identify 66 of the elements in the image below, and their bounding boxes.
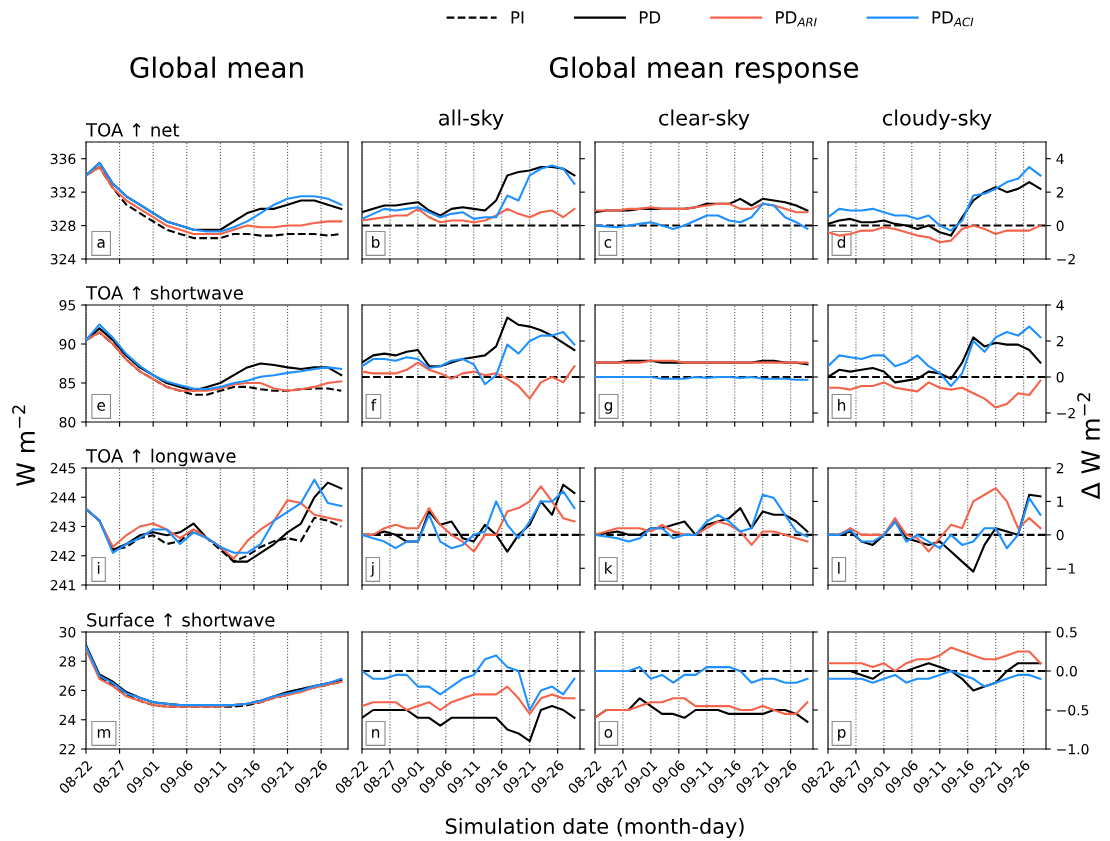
y-tick-label: 332: [50, 187, 75, 198]
annotation: n: [372, 729, 380, 738]
y2-axis-title: Δ W m$^{−2}$: [1077, 393, 1100, 500]
y-tick-label: 85: [59, 377, 76, 389]
chart-title: cloudy-sky: [882, 109, 992, 130]
y-tick-label: 0.5: [1056, 626, 1077, 638]
chart-subtitle: Global mean response: [549, 56, 859, 84]
chart-title: clear-sky: [659, 109, 750, 130]
y-tick-label: −0.5: [1057, 704, 1089, 716]
annotation: j: [370, 562, 374, 577]
annotation: m: [97, 729, 111, 738]
y-tick-label: 2: [1056, 462, 1064, 474]
annotation: e: [97, 402, 106, 411]
annotation: f: [371, 399, 377, 411]
y-tick-label: 324: [50, 253, 76, 265]
y-tick-label: −1.0: [1057, 743, 1089, 755]
y-tick-label: 245: [50, 462, 76, 474]
y-tick-label: 242: [50, 550, 75, 562]
y-tick-label: 90: [59, 338, 76, 350]
legend-label: PI: [511, 11, 524, 24]
y-tick-label: 0.0: [1056, 665, 1077, 677]
chart-title: TOA ↑ shortwave: [85, 285, 243, 300]
annotation: p: [838, 729, 846, 741]
y-tick-label: 80: [59, 416, 76, 428]
annotation: h: [838, 399, 846, 411]
chart-title: all-sky: [439, 109, 504, 130]
y-tick-label: 4: [1056, 153, 1064, 164]
chart-subtitle: Global mean: [130, 56, 303, 79]
chart-title: Surface ↑ shortwave: [87, 612, 275, 627]
y-tick-label: 328: [50, 220, 76, 232]
y-tick-label: 2: [1056, 335, 1064, 347]
y-tick-label: 95: [59, 299, 76, 311]
annotation: g: [604, 402, 613, 414]
y-tick-label: 243: [50, 521, 76, 532]
y-tick-label: 24: [59, 714, 76, 726]
y-tick-label: −1: [1057, 563, 1075, 574]
annotation: a: [97, 239, 105, 248]
y-tick-label: 2: [1056, 187, 1064, 198]
annotation: o: [604, 729, 613, 738]
annotation: i: [97, 562, 100, 574]
y-tick-label: −2: [1057, 407, 1075, 419]
annotation: l: [838, 562, 840, 574]
y-tick-label: 30: [59, 626, 76, 638]
annotation: c: [604, 239, 612, 248]
y-tick-label: 22: [59, 743, 75, 755]
annotation: d: [837, 236, 846, 248]
y-axis-title: W m$^{−2}$: [12, 405, 35, 487]
y-tick-label: 0: [1056, 529, 1064, 541]
x-axis-title: Simulation date (month-day): [445, 817, 744, 839]
y-tick-label: 1: [1057, 496, 1064, 507]
y-tick-label: 28: [59, 656, 76, 667]
y-tick-label: 0: [1056, 371, 1064, 383]
legend-label: PD: [639, 11, 661, 24]
y-tick-label: 336: [50, 153, 76, 165]
y-tick-label: 26: [59, 685, 76, 696]
legend-label: PD$_{ACI}$: [932, 11, 974, 27]
annotation: b: [372, 236, 380, 248]
y-tick-label: 241: [50, 579, 75, 591]
legend-label: PD$_{ARI}$: [776, 11, 817, 27]
y-tick-label: 0: [1056, 220, 1064, 232]
y-tick-label: −2: [1057, 253, 1075, 265]
chart-title: TOA ↑ longwave: [85, 448, 236, 467]
annotation: k: [605, 562, 613, 574]
y-tick-label: 244: [50, 492, 76, 503]
chart-title: TOA ↑ net: [85, 123, 180, 137]
y-tick-label: 4: [1056, 300, 1064, 311]
